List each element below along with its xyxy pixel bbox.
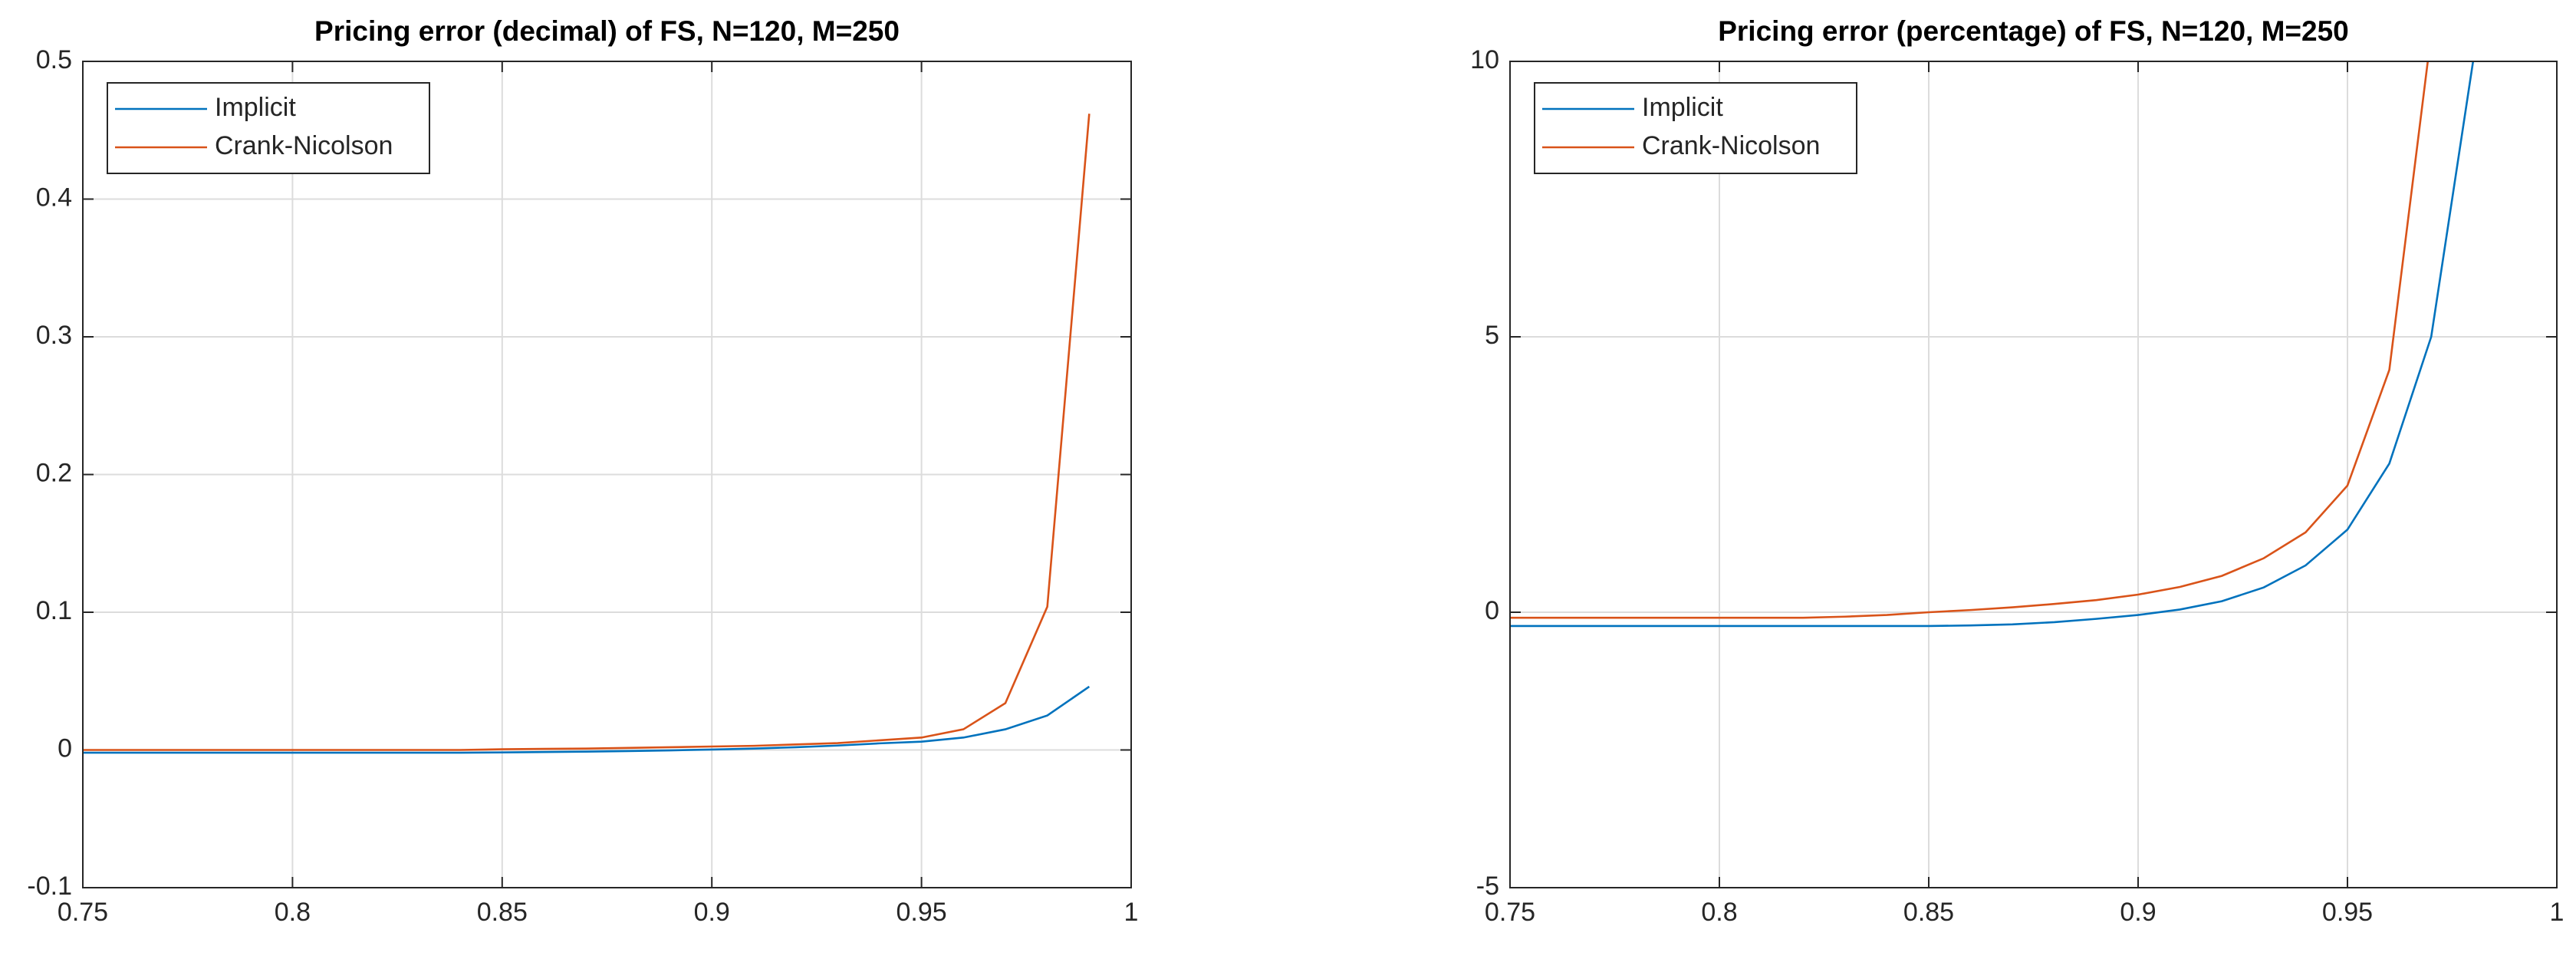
data-line bbox=[1510, 61, 2430, 619]
x-tick-label: 0.85 bbox=[477, 898, 528, 927]
data-line bbox=[83, 685, 1091, 754]
x-tick-label: 1 bbox=[2550, 898, 2564, 927]
x-tick-label: 0.9 bbox=[2120, 898, 2156, 927]
x-tick-label: 0.9 bbox=[694, 898, 730, 927]
y-tick-label: 10 bbox=[1470, 45, 1499, 74]
legend-label: Implicit bbox=[1642, 93, 1723, 122]
y-tick-label: 0 bbox=[1485, 596, 1499, 625]
x-tick-label: 0.85 bbox=[1903, 898, 1954, 927]
x-tick-label: 0.8 bbox=[275, 898, 311, 927]
y-tick-label: 0.4 bbox=[36, 183, 72, 212]
axes-box bbox=[82, 61, 1132, 888]
legend-box bbox=[1534, 82, 1857, 174]
y-tick-label: 0.1 bbox=[36, 596, 72, 625]
axes: 0.75 0.8 0.85 0.9 0.95 1 -5 0 5 10 Pricing error (… bbox=[1470, 15, 2564, 927]
y-tick-label: 0.3 bbox=[36, 321, 72, 350]
y-tick-label: -5 bbox=[1476, 872, 1499, 901]
y-tick-label: 0 bbox=[58, 733, 72, 763]
data-line bbox=[1510, 61, 2475, 628]
chart-title: Pricing error (percentage) of FS, N=120,… bbox=[1718, 15, 2349, 47]
x-tick-label: 1 bbox=[1124, 898, 1139, 927]
x-tick-label: 0.95 bbox=[2322, 898, 2373, 927]
y-tick-label: -0.1 bbox=[27, 872, 72, 901]
x-tick-label: 0.8 bbox=[1701, 898, 1737, 927]
x-tick-label: 0.95 bbox=[897, 898, 947, 927]
legend-label: Crank-Nicolson bbox=[215, 131, 393, 160]
chart-title: Pricing error (decimal) of FS, N=120, M=… bbox=[314, 15, 900, 47]
x-tick-label: 0.75 bbox=[58, 898, 108, 927]
legend-label: Crank-Nicolson bbox=[1642, 131, 1820, 160]
axes: 0.75 0.8 0.85 0.9 0.95 1 -0.1 0 0.1 0.2 0.3 0.4 0.5 P… bbox=[27, 15, 1138, 927]
legend-label: Implicit bbox=[215, 93, 296, 122]
axes-background bbox=[1510, 61, 2557, 888]
legend-box bbox=[107, 82, 430, 174]
y-tick-label: 0.2 bbox=[36, 458, 72, 487]
x-tick-label: 0.75 bbox=[1485, 898, 1535, 927]
axes-box bbox=[1509, 61, 2558, 888]
y-tick-label: 0.5 bbox=[36, 45, 72, 74]
y-tick-label: 5 bbox=[1485, 321, 1499, 350]
data-line bbox=[83, 114, 1091, 751]
